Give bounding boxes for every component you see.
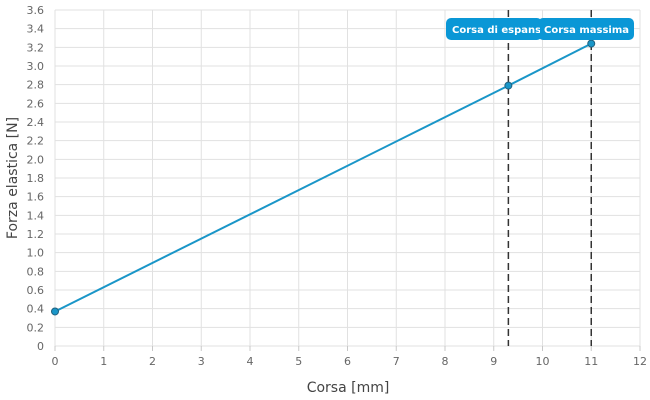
y-tick-label: 2.0 — [27, 153, 45, 166]
y-axis-title: Forza elastica [N] — [5, 117, 21, 239]
x-tick-label: 12 — [633, 355, 647, 368]
y-tick-label: 0.6 — [27, 284, 45, 297]
y-tick-label: 3.2 — [27, 41, 45, 54]
x-tick-label: 6 — [344, 355, 351, 368]
x-tick-label: 1 — [100, 355, 107, 368]
grid — [54, 9, 641, 347]
y-tick-label: 1.4 — [27, 209, 45, 222]
x-tick-label: 2 — [149, 355, 156, 368]
y-tick-label: 2.6 — [27, 97, 45, 110]
y-tick-label: 2.2 — [27, 135, 45, 148]
x-axis-ticks: 0 1 2 3 4 5 6 7 8 9 10 11 12 — [52, 346, 647, 368]
y-axis-ticks: 0 0.2 0.4 0.6 0.8 1.0 1.2 1.4 1.6 1.8 2.0 2.2 2.4 2.6… — [27, 4, 45, 353]
y-tick-label: 1.8 — [27, 172, 45, 185]
x-tick-label: 8 — [442, 355, 449, 368]
y-tick-label: 2.8 — [27, 79, 45, 92]
y-tick-label: 0.2 — [27, 321, 45, 334]
x-tick-label: 11 — [584, 355, 598, 368]
y-tick-label: 3.0 — [27, 60, 45, 73]
reference-lines — [507, 10, 592, 346]
y-tick-label: 0.8 — [27, 265, 45, 278]
y-tick-label: 1.2 — [27, 228, 45, 241]
y-tick-label: 0.4 — [27, 303, 45, 316]
y-tick-label: 3.6 — [27, 4, 45, 17]
reference-label-box — [538, 18, 634, 40]
reference-label-text: Corsa di espansione — [452, 25, 566, 36]
reference-label-text: Corsa massima — [544, 25, 629, 36]
y-tick-label: 1.6 — [27, 191, 45, 204]
data-point — [504, 81, 513, 90]
y-tick-label: 0 — [37, 340, 44, 353]
y-tick-label: 2.4 — [27, 116, 45, 129]
reference-label-box — [446, 18, 542, 40]
x-tick-label: 10 — [536, 355, 550, 368]
y-tick-label: 3.4 — [27, 23, 45, 36]
x-tick-label: 7 — [393, 355, 400, 368]
x-tick-label: 9 — [490, 355, 497, 368]
x-axis-title: Corsa [mm] — [307, 380, 390, 396]
x-tick-label: 3 — [198, 355, 205, 368]
data-point — [587, 39, 596, 48]
x-tick-label: 4 — [247, 355, 254, 368]
series — [51, 39, 596, 316]
x-tick-label: 0 — [52, 355, 59, 368]
data-point — [51, 307, 59, 316]
y-tick-label: 1.0 — [27, 247, 45, 260]
x-tick-label: 5 — [295, 355, 302, 368]
